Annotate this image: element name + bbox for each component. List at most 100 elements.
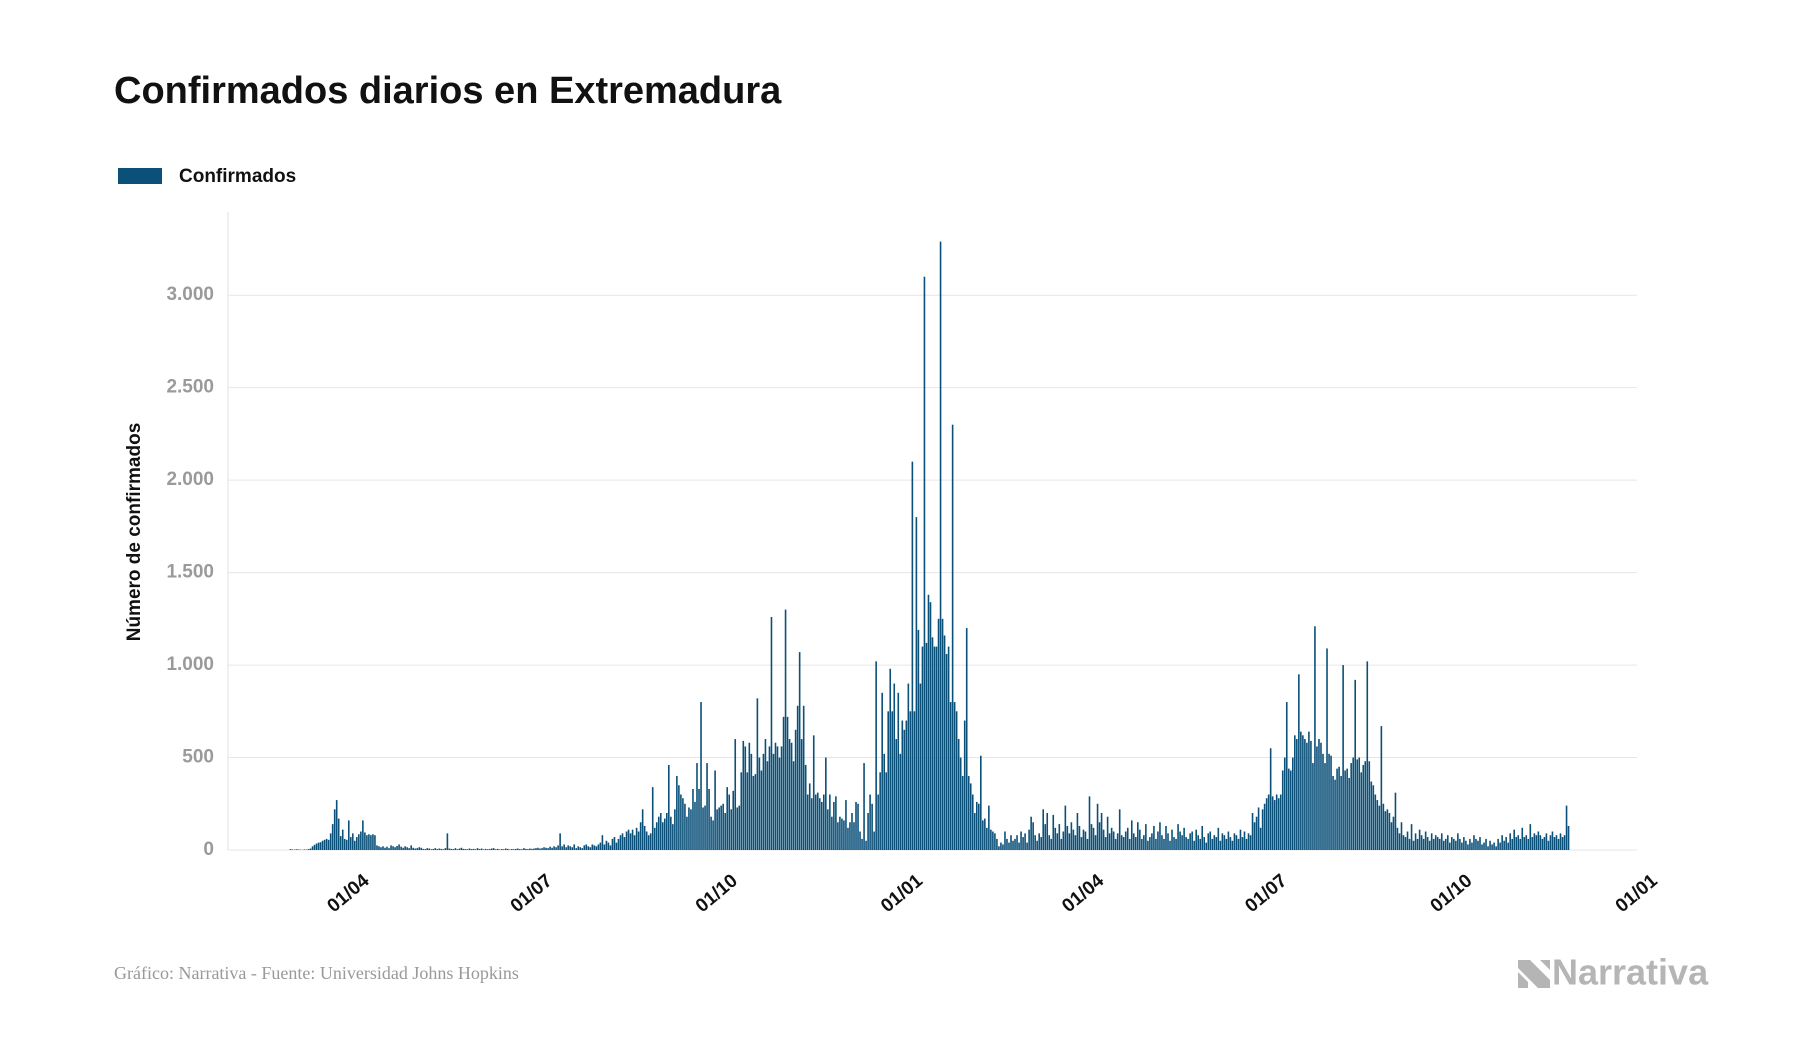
bar [1233, 833, 1236, 850]
bar [313, 844, 316, 850]
bar [1112, 831, 1115, 850]
bar [452, 849, 455, 850]
bar [474, 849, 477, 850]
bar [1008, 842, 1010, 850]
bar [643, 825, 646, 850]
bar [772, 753, 775, 850]
bar [476, 848, 479, 850]
bar [1382, 803, 1385, 850]
bar [778, 757, 781, 850]
bar [317, 842, 320, 850]
bar [1191, 831, 1193, 850]
bar [847, 827, 849, 850]
bar [1459, 838, 1461, 850]
bar [1004, 831, 1006, 850]
bar [967, 776, 970, 850]
bar [1324, 763, 1326, 850]
bar [732, 790, 735, 850]
bar [1310, 740, 1312, 850]
bar [1543, 837, 1546, 850]
bar [329, 833, 332, 850]
bar [1442, 840, 1445, 850]
bar [1483, 842, 1485, 850]
bar [525, 848, 527, 850]
x-tick-label: 01/01 [877, 870, 927, 917]
bar [291, 849, 294, 850]
bar [661, 822, 664, 850]
bar [1096, 803, 1099, 850]
bar [937, 618, 940, 850]
logo-icon [1518, 960, 1550, 988]
bar [331, 824, 334, 850]
bar [871, 803, 873, 850]
bar [877, 794, 879, 850]
bar [442, 849, 445, 850]
bar [482, 849, 485, 850]
bar [1497, 838, 1499, 850]
bar [639, 822, 642, 850]
bar [486, 849, 489, 850]
bar [1020, 831, 1022, 850]
bar [990, 829, 992, 850]
bar [553, 846, 555, 850]
bar [939, 241, 942, 851]
bar [845, 800, 847, 850]
bar [531, 848, 533, 850]
bar [1145, 824, 1147, 850]
bar [1066, 825, 1069, 850]
x-tick-label: 01/01 [1612, 870, 1662, 917]
bar [466, 849, 469, 850]
bar [802, 705, 805, 850]
bar [903, 729, 906, 850]
bar [472, 848, 475, 850]
bar [1231, 840, 1234, 850]
bar [1384, 811, 1387, 850]
bar [555, 847, 557, 850]
bar [726, 787, 728, 850]
bar [1356, 759, 1359, 850]
bar [519, 849, 521, 850]
bar [521, 849, 523, 850]
bar [1436, 837, 1439, 850]
bar [1056, 833, 1059, 850]
bar [593, 845, 596, 850]
bar [1314, 626, 1316, 850]
bar [720, 805, 722, 850]
bar [1318, 739, 1320, 850]
bar [895, 739, 898, 850]
bar [833, 801, 835, 850]
bar [784, 609, 787, 850]
bar [1561, 837, 1564, 850]
bar [627, 829, 630, 850]
bar [752, 776, 755, 850]
bar [611, 838, 614, 850]
x-tick-label: 01/04 [323, 870, 373, 917]
bar [1503, 840, 1505, 850]
bar [629, 833, 632, 850]
bar [1002, 844, 1004, 850]
bar [577, 846, 580, 850]
bar [1426, 837, 1429, 850]
bar [651, 787, 654, 850]
bar [1273, 800, 1276, 850]
bar [1211, 838, 1214, 850]
bar [358, 834, 360, 850]
bar [607, 842, 610, 850]
bar [1201, 825, 1204, 850]
bar [1052, 814, 1055, 850]
bar [1032, 822, 1034, 850]
bar [1412, 840, 1415, 850]
x-tick-label: 01/10 [1427, 870, 1477, 917]
bar [414, 848, 416, 850]
bar [1485, 838, 1487, 850]
bar [988, 805, 990, 850]
bar [404, 846, 406, 850]
bar [1120, 835, 1123, 850]
y-tick-label: 500 [182, 747, 214, 768]
bar [1028, 829, 1030, 850]
bar [1509, 833, 1511, 850]
bar [621, 833, 624, 850]
bar [1157, 831, 1159, 850]
bar [1302, 735, 1304, 850]
bar [1358, 757, 1361, 850]
